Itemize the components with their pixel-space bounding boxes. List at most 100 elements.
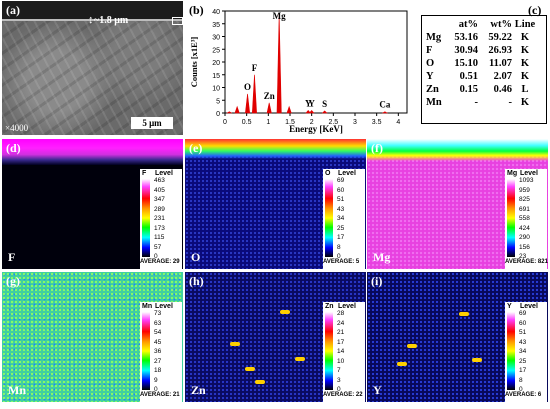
color-scale-bar	[142, 312, 150, 390]
table-row: O 15.10 11.07 K	[422, 57, 546, 70]
x-tick-label: 1.5	[285, 119, 295, 126]
color-legend: Zn Level 28 24 21 17 14 10 7 3 0 AVERAGE: 22	[323, 302, 365, 402]
y-tick-label: 10	[212, 86, 220, 93]
y-tick-label: 40	[212, 9, 220, 16]
legend-tick: 69	[337, 177, 345, 184]
y-tick-label: 20	[212, 60, 220, 67]
spectrum-peak	[381, 111, 389, 114]
legend-tick: 115	[154, 234, 165, 241]
peak-label: Y	[308, 98, 315, 108]
legend-tick: 73	[154, 310, 162, 317]
legend-tick: 0	[337, 253, 341, 260]
panel-label: (g)	[6, 274, 20, 288]
legend-tick: 34	[519, 348, 527, 355]
color-legend: O Level 69 60 51 43 34 25 17 8 0 AVERAGE: 5	[323, 169, 365, 269]
particle-spot	[255, 380, 265, 384]
legend-tick: 0	[337, 386, 341, 393]
table-cell: 30.94	[454, 45, 478, 56]
legend-tick: 43	[519, 338, 527, 346]
legend-tick: 3	[337, 376, 341, 384]
panel-label: (d)	[6, 141, 21, 155]
y-tick-label: 30	[212, 35, 220, 42]
legend-tick: 21	[337, 329, 345, 336]
table-cell: K	[520, 58, 530, 69]
legend-tick: 10	[337, 357, 345, 365]
legend-element: Y	[507, 303, 512, 310]
spectrum-peak	[321, 110, 328, 114]
legend-tick: 0	[519, 386, 523, 393]
color-scale-bar	[507, 312, 515, 390]
spectrum-peak	[226, 111, 233, 114]
legend-tick: 347	[154, 196, 165, 203]
x-tick-label: 0.5	[242, 119, 252, 126]
average-label: AVERAGE: 6	[505, 392, 542, 398]
table-cell: F	[426, 45, 433, 56]
particle-spot	[245, 367, 255, 371]
particle-spot	[295, 357, 305, 361]
table-cell: K	[520, 97, 530, 108]
legend-tick: 27	[154, 357, 162, 365]
panel-label-c: (c)	[528, 3, 542, 17]
y-tick-label: 35	[212, 22, 220, 29]
legend-tick: 24	[337, 319, 345, 327]
y-tick-label: 25	[212, 47, 220, 54]
coating-thickness-label: ~1.8 μm	[94, 15, 129, 26]
panel-label: (f)	[371, 141, 383, 155]
legend-level-label: Level	[520, 303, 538, 310]
legend-tick: 17	[337, 338, 345, 346]
x-axis-label: Energy [KeV]	[289, 124, 343, 134]
x-tick-label: 0	[223, 119, 227, 126]
legend-tick: 69	[519, 310, 527, 317]
y-tick-label: 0	[216, 111, 220, 118]
region-marker	[172, 17, 183, 25]
eds-spectrum-panel: (b) 0 5 10 15 20 25 30 35 40 0 0.5 1 1.5 2 2.5 3 3.5 4 Ene…	[185, 1, 415, 135]
panel-label-a: (a)	[6, 3, 20, 17]
table-cell: K	[520, 71, 530, 82]
composition-panel: (c) at% wt% Line Mg 53.16 59.22 K F 30.94 26.93 K O…	[418, 1, 548, 135]
map-element-name: F	[8, 250, 16, 264]
spectrum-peak	[266, 102, 272, 114]
panel-label: (h)	[189, 274, 204, 288]
table-header-row: at% wt% Line	[422, 18, 546, 31]
particle-spot	[230, 342, 240, 346]
legend-tick: 7	[337, 367, 341, 374]
color-scale-bar	[142, 179, 150, 257]
color-legend: Y Level 69 60 51 43 34 25 17 8 0 AVERAGE: 6	[505, 302, 547, 402]
coating-layer	[2, 1, 183, 21]
table-cell: Mn	[426, 97, 442, 108]
table-cell: 0.51	[459, 71, 478, 82]
peak-label: Mg	[273, 11, 286, 21]
spectrum-peak	[308, 109, 315, 114]
legend-element: Mg	[507, 170, 518, 177]
table-cell: 0.15	[459, 84, 478, 95]
map-element-name: Zn	[191, 383, 206, 397]
particle-spot	[407, 344, 417, 348]
legend-tick: 290	[519, 234, 530, 241]
map-element-name: O	[191, 250, 201, 264]
table-cell: 0.46	[493, 84, 512, 95]
legend-level-label: Level	[155, 170, 173, 177]
spectrum-peak	[251, 74, 257, 114]
legend-level-label: Level	[520, 170, 538, 177]
legend-tick: 45	[154, 338, 162, 346]
legend-tick: 825	[519, 196, 530, 203]
color-legend: Mn Level 73 63 54 45 36 27 18 9 0 AVERAGE: 21	[140, 302, 182, 402]
x-tick-label: 3.5	[372, 119, 382, 126]
legend-tick: 51	[519, 329, 527, 336]
legend-tick: 17	[519, 367, 527, 374]
spectrum-peak	[286, 105, 292, 114]
x-tick-label: 2	[310, 119, 314, 126]
average-label: AVERAGE: 821	[505, 259, 548, 265]
color-scale-bar	[325, 312, 333, 390]
legend-tick: 23	[519, 253, 527, 260]
legend-tick: 691	[519, 205, 530, 213]
y-tick-label: 15	[212, 73, 220, 80]
legend-tick: 60	[519, 319, 527, 327]
legend-element: Zn	[325, 303, 334, 310]
surface-band	[367, 139, 548, 161]
color-legend: F Level 463 405 347 289 231 173 115 57 0 AVERAGE: 2…	[140, 169, 182, 269]
legend-tick: 558	[519, 215, 530, 222]
legend-tick: 34	[337, 215, 345, 222]
map-f: (d) F F Level 463 405 347 289 231 173 115 57 0 AVERAG…	[2, 139, 183, 269]
peak-label: S	[322, 99, 327, 109]
